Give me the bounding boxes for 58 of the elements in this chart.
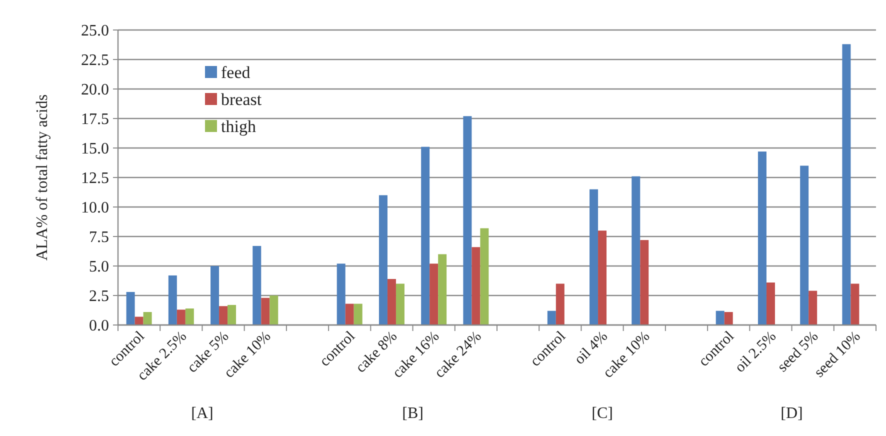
y-tick-label: 20.0 bbox=[81, 82, 109, 99]
y-tick-label: 10.0 bbox=[81, 200, 109, 217]
bar bbox=[421, 146, 430, 325]
y-tick-label: 2.5 bbox=[89, 288, 109, 306]
bar bbox=[640, 240, 649, 325]
bar bbox=[438, 254, 447, 325]
legend-label: thigh bbox=[221, 116, 256, 136]
bar bbox=[430, 264, 438, 325]
y-tick-label: 15.0 bbox=[81, 140, 109, 158]
bar bbox=[378, 195, 388, 325]
y-tick-label: 12.5 bbox=[81, 170, 109, 188]
bar bbox=[808, 290, 818, 325]
bar bbox=[345, 304, 354, 325]
bar bbox=[270, 296, 278, 325]
bar bbox=[766, 282, 775, 325]
y-tick-label: 5.0 bbox=[89, 258, 109, 276]
bar bbox=[632, 176, 640, 325]
bar bbox=[143, 312, 152, 325]
bar bbox=[800, 166, 809, 325]
bar bbox=[463, 116, 472, 325]
y-tick-label: 0.0 bbox=[89, 318, 109, 335]
text: [D] bbox=[780, 405, 803, 422]
bar bbox=[210, 266, 220, 325]
bar bbox=[185, 308, 194, 325]
x-tick-label: oil 4% bbox=[572, 328, 612, 368]
bar bbox=[134, 316, 144, 325]
bar bbox=[556, 284, 564, 325]
y-axis-title: ALA% of total fatty acids bbox=[34, 94, 51, 261]
legend-label: breast bbox=[221, 90, 262, 109]
bar bbox=[590, 189, 598, 325]
text: [B] bbox=[402, 405, 424, 422]
bar bbox=[758, 152, 766, 325]
bar bbox=[126, 292, 135, 325]
bar bbox=[387, 278, 396, 325]
bar bbox=[472, 247, 480, 325]
bar bbox=[480, 228, 489, 325]
text: [A] bbox=[191, 405, 214, 422]
text: [C] bbox=[592, 405, 613, 422]
bar bbox=[336, 264, 346, 325]
bar bbox=[261, 298, 270, 325]
bar bbox=[168, 275, 177, 325]
bar bbox=[547, 310, 556, 325]
bar bbox=[716, 310, 724, 325]
bar bbox=[228, 304, 236, 325]
y-tick-label: 22.5 bbox=[81, 52, 109, 70]
bar bbox=[354, 304, 362, 325]
bar bbox=[176, 310, 186, 325]
bar bbox=[598, 230, 607, 325]
bar bbox=[850, 284, 860, 325]
bar bbox=[252, 246, 262, 325]
y-tick-label: 7.5 bbox=[89, 229, 109, 246]
y-tick-label: 17.5 bbox=[81, 111, 109, 128]
y-tick-label: 25.0 bbox=[81, 22, 109, 40]
legend-label: feed bbox=[221, 62, 251, 82]
bar bbox=[724, 312, 733, 325]
bar bbox=[396, 284, 404, 325]
bar bbox=[842, 44, 851, 325]
bar bbox=[219, 306, 228, 325]
